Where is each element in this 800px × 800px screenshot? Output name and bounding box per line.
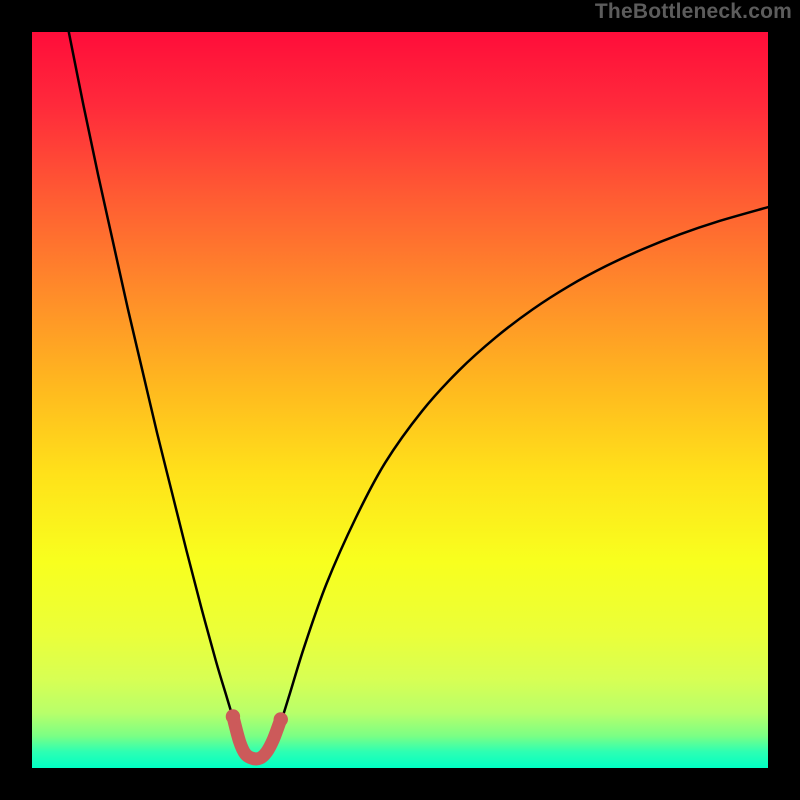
valley-marker-end-dot [226,709,240,723]
plot-area [32,32,768,768]
bottleneck-chart [0,0,800,800]
valley-marker-end-dot [274,712,288,726]
chart-stage: TheBottleneck.com [0,0,800,800]
